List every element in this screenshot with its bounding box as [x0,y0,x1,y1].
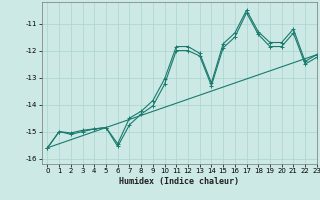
X-axis label: Humidex (Indice chaleur): Humidex (Indice chaleur) [119,177,239,186]
